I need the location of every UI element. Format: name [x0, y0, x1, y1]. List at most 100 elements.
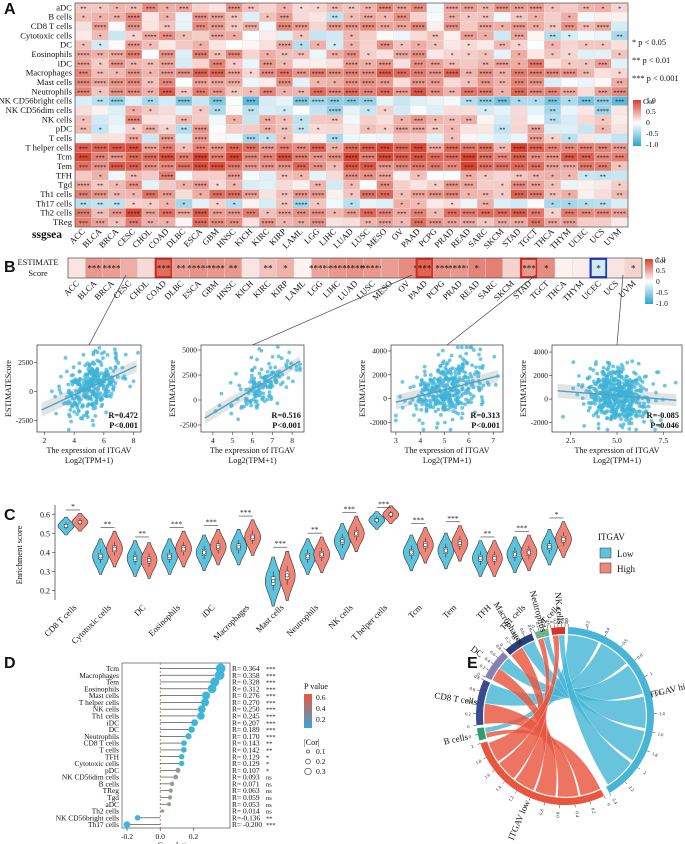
scatter-point	[298, 362, 302, 367]
heatmap-star: *	[132, 33, 135, 40]
heatmap-star: **	[482, 192, 488, 199]
heatmap-cell	[560, 105, 578, 116]
heatmap-star: **	[432, 127, 438, 134]
scatter-point	[298, 368, 302, 373]
scatter-point	[644, 388, 649, 392]
lollipop-sig: ***	[266, 707, 276, 714]
scatter-point	[591, 368, 596, 373]
heatmap-star: ****	[396, 52, 408, 59]
scatter-x-tick-label: 4	[72, 436, 76, 445]
heatmap-star: ****	[144, 155, 156, 162]
scatter-point	[604, 410, 609, 415]
scatter-point	[627, 421, 631, 426]
heatmap-star: ***	[531, 183, 540, 190]
heatmap-star: ***	[213, 99, 222, 106]
heatmap-star: ****	[479, 99, 491, 106]
panel-a: ** * * ** *** * *** **** ** * * * ** ** ** **** *** *** **…	[0, 2, 679, 251]
lollipop-dot	[123, 821, 131, 829]
scatter-x-tick-label: 6	[251, 436, 255, 445]
scatter-point	[239, 404, 244, 409]
scatter-point	[588, 405, 592, 410]
scatter-point	[459, 416, 464, 420]
heatmap-star: ***	[297, 164, 306, 171]
heatmap-star: *	[316, 43, 319, 50]
estimate-col-label: MESO	[370, 278, 394, 302]
scatter-point	[284, 385, 289, 390]
scatter-point	[431, 405, 436, 410]
chord-sector-ring	[505, 633, 535, 656]
heatmap-star: *	[601, 5, 604, 12]
scatter-point	[89, 389, 94, 394]
scatter-point	[466, 390, 471, 395]
scatter-point	[485, 380, 490, 385]
scatter-point	[113, 381, 118, 386]
heatmap-row-label: T cells	[49, 133, 73, 143]
heatmap-star: ****	[463, 155, 475, 162]
scatter-point	[419, 378, 424, 383]
heatmap-star: ****	[597, 99, 609, 106]
lollipop-r-label: R= 0.107	[232, 766, 260, 775]
scatter-x-tick-label: 7	[491, 436, 495, 445]
violin-y-tick-label: 0.4	[40, 549, 50, 558]
scatter-point	[276, 354, 281, 359]
heatmap-star: *	[484, 108, 487, 115]
heatmap-star: ****	[563, 71, 575, 78]
scatter-point	[630, 379, 635, 384]
heatmap-star: ****	[446, 24, 458, 31]
scatter-point	[613, 401, 618, 405]
heatmap-star: ****	[77, 89, 89, 96]
heatmap-star: ***	[280, 145, 289, 152]
chord-sector-label: ITGAV high	[649, 679, 685, 700]
heatmap-cell	[560, 40, 578, 50]
scatter-r-value: R=0.313	[470, 411, 500, 420]
heatmap-star: **	[131, 61, 137, 68]
scatter-point	[445, 382, 450, 387]
heatmap-cell	[141, 114, 159, 125]
heatmap-cell	[611, 40, 629, 50]
heatmap-star: ****	[194, 164, 206, 171]
scatter-point	[105, 352, 110, 357]
chord-tick-label: 0.2	[552, 618, 558, 625]
heatmap-star: *	[467, 80, 470, 87]
lollipop-cell-label: TReg	[103, 786, 120, 795]
scatter-point	[637, 401, 642, 406]
estimate-col-label: LGG	[305, 278, 325, 298]
scatter-x-tick-label: 4	[211, 436, 215, 445]
heatmap-star: **	[97, 183, 103, 190]
heatmap-cell	[460, 198, 478, 209]
chord-tick-label: 0.2	[590, 807, 597, 815]
heatmap-cell	[259, 96, 277, 106]
lollipop-sig: **	[266, 815, 272, 822]
scatter-point	[58, 391, 63, 395]
heatmap-cell	[493, 12, 511, 22]
scatter-point	[106, 372, 111, 377]
heatmap-star: ***	[498, 155, 507, 162]
scatter-point	[591, 413, 596, 418]
scatter-point	[635, 381, 640, 386]
scatter-point	[275, 401, 280, 406]
lollipop-dot	[207, 684, 217, 694]
scatter-point	[120, 365, 125, 370]
scatter-point	[432, 376, 437, 381]
scatter-point	[105, 390, 109, 395]
heatmap-star: **	[114, 192, 120, 199]
lollipop-cell-label: iDC	[107, 718, 119, 727]
heatmap-cell	[594, 77, 612, 88]
heatmap-star: ***	[79, 192, 88, 199]
heatmap-cell	[577, 30, 595, 41]
scatter-point	[458, 354, 463, 359]
chord-tick	[533, 629, 535, 633]
heatmap-star: ***	[380, 89, 389, 96]
heatmap-cell	[560, 77, 578, 88]
lollipop-cell-label: T cells	[99, 745, 119, 754]
lollipop-cell-label: Macrophages	[79, 671, 119, 680]
chord-tick	[528, 797, 531, 801]
scatter-point	[113, 356, 118, 361]
heatmap-cell	[108, 40, 126, 50]
scatter-point	[113, 366, 118, 370]
heatmap-cell	[594, 180, 612, 190]
lollipop-cell-label: Eosinophils	[84, 684, 119, 693]
heatmap-star: ****	[563, 89, 575, 96]
heatmap-cell	[91, 114, 109, 125]
heatmap-star: ****	[94, 80, 106, 87]
